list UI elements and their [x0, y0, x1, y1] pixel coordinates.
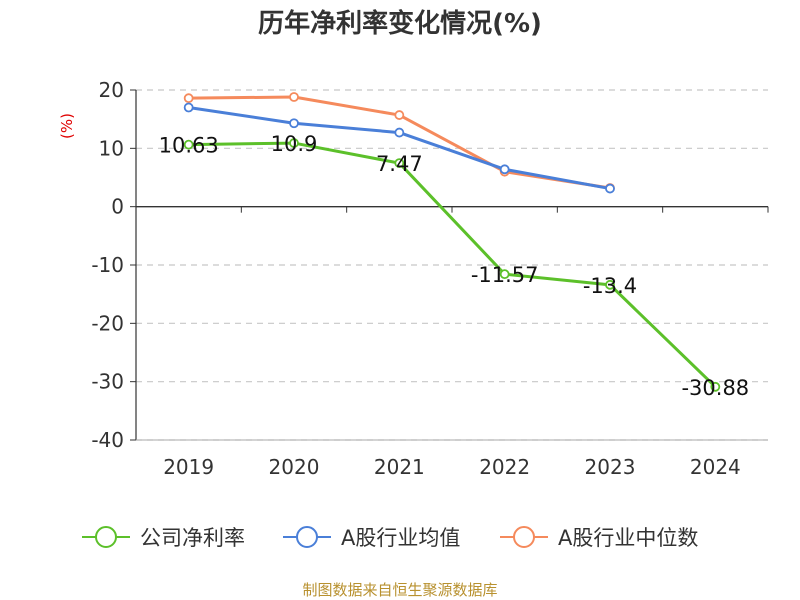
- legend-marker: [296, 526, 318, 548]
- legend-label: A股行业中位数: [558, 526, 698, 550]
- axes: 20 10 0 -10 -20 -30 -40 2019 2020 2021 2022 2023 202…: [91, 78, 769, 479]
- x-tick-label: 2020: [269, 455, 320, 479]
- legend: 公司净利率 A股行业均值 A股行业中位数: [82, 526, 698, 550]
- y-tick-label: -30: [91, 370, 124, 394]
- data-point: [605, 183, 615, 194]
- legend-label: 公司净利率: [140, 526, 245, 550]
- source-caption: 制图数据来自恒生聚源数据库: [302, 581, 497, 599]
- data-labels: 10.63 10.9 7.47 -11.57 -13.4 -30.88: [159, 132, 750, 400]
- y-tick-label: 20: [99, 78, 124, 102]
- legend-marker: [513, 526, 535, 548]
- x-tick-label: 2023: [585, 455, 636, 479]
- data-point: [289, 138, 299, 148]
- data-label: -13.4: [583, 274, 637, 298]
- y-tick-label: 10: [99, 136, 124, 160]
- series-lines: [183, 92, 721, 392]
- chart-title: 历年净利率变化情况(%): [258, 8, 542, 39]
- series-line: [188, 141, 717, 388]
- x-tick-label: 2021: [374, 455, 425, 479]
- y-tick-label: -20: [91, 311, 124, 335]
- data-point: [710, 381, 721, 392]
- legend-label: A股行业均值: [341, 526, 460, 550]
- data-label: -11.57: [471, 263, 539, 287]
- y-axis-label: (%): [58, 113, 76, 139]
- data-point: [394, 158, 405, 168]
- data-point: [499, 269, 510, 280]
- data-point: [394, 110, 405, 120]
- data-label: 10.63: [159, 134, 219, 158]
- data-point: [183, 139, 194, 150]
- legend-marker: [95, 526, 117, 548]
- data-point: [394, 127, 405, 138]
- data-point: [289, 118, 299, 129]
- x-tick-label: 2019: [163, 455, 214, 479]
- y-tick-label: 0: [111, 195, 124, 219]
- x-tick-label: 2024: [690, 455, 741, 479]
- y-tick-label: -40: [91, 428, 124, 452]
- data-point: [605, 279, 615, 290]
- data-point: [183, 93, 194, 104]
- data-label: -30.88: [681, 376, 749, 400]
- data-point: [289, 92, 299, 102]
- x-tick-label: 2022: [479, 455, 530, 479]
- data-label: 7.47: [376, 152, 423, 176]
- data-label: 10.9: [271, 132, 318, 156]
- data-point: [183, 102, 194, 113]
- y-tick-label: -10: [91, 253, 124, 277]
- data-point: [499, 164, 510, 175]
